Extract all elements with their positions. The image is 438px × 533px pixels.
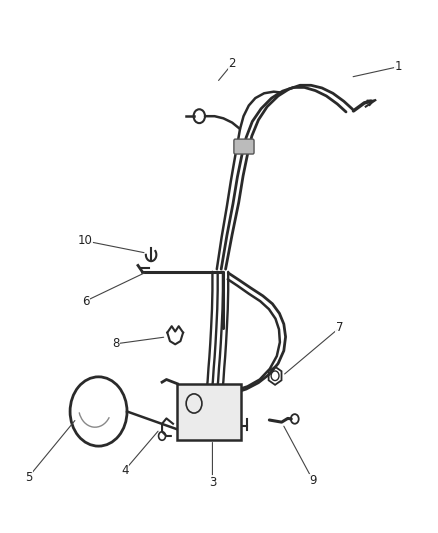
Text: 9: 9 (309, 474, 317, 487)
Text: 2: 2 (228, 58, 236, 70)
FancyBboxPatch shape (234, 139, 254, 154)
Text: 1: 1 (395, 60, 403, 73)
FancyBboxPatch shape (177, 384, 241, 440)
Text: 3: 3 (209, 476, 216, 489)
Text: 8: 8 (113, 337, 120, 350)
Text: 4: 4 (121, 464, 129, 477)
Text: 6: 6 (81, 295, 89, 308)
Text: 7: 7 (336, 321, 343, 334)
Text: 10: 10 (78, 235, 93, 247)
Text: 5: 5 (25, 471, 32, 483)
